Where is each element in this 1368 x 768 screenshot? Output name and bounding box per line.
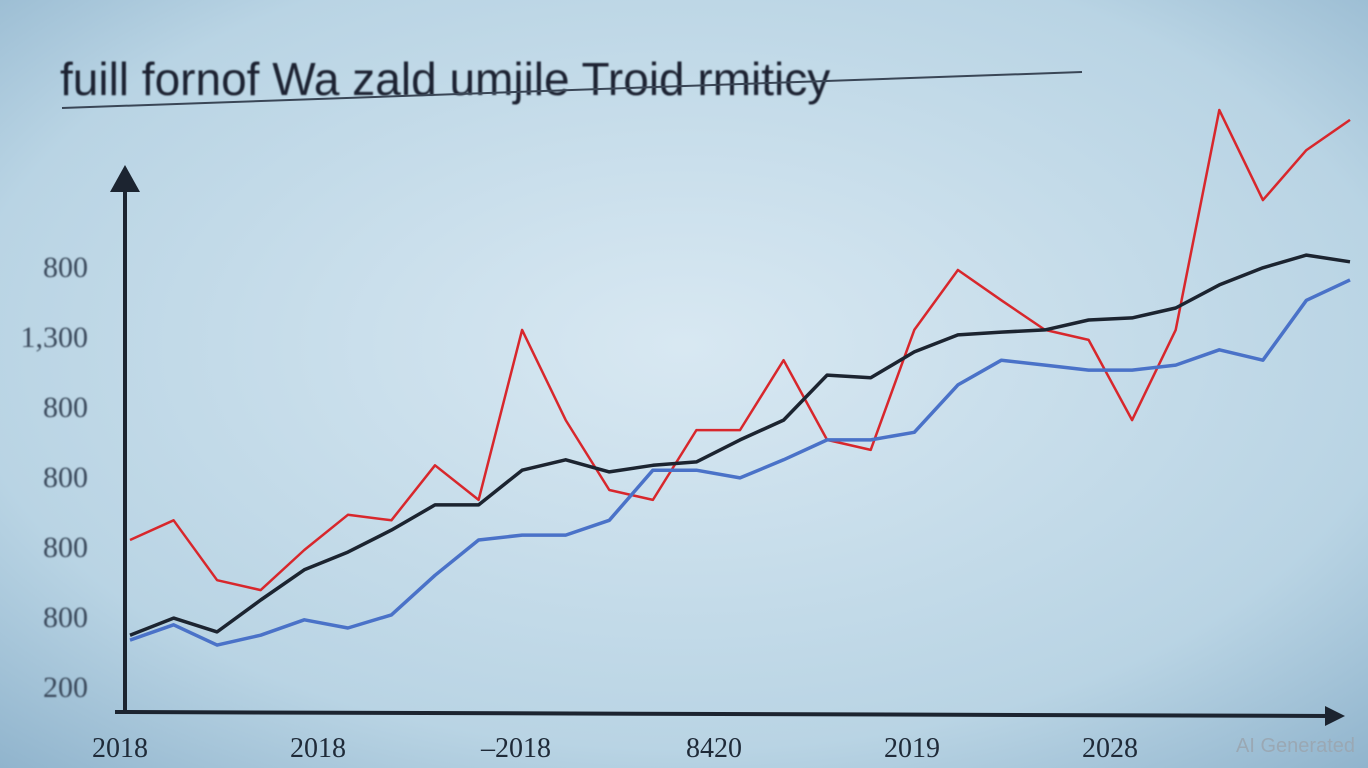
title-underline: [61, 71, 1083, 109]
x-tick-label: –2018: [480, 733, 551, 764]
series-line: [129, 278, 1351, 647]
x-axis: [114, 710, 1331, 718]
x-tick-label: 8420: [686, 733, 742, 764]
y-axis-arrow: [110, 165, 140, 192]
x-tick-label: 2018: [92, 733, 148, 764]
y-tick-label: 800: [43, 461, 88, 494]
watermark: AI Generated: [1236, 735, 1355, 757]
chart-title: fuill fornof Wa zald umjile Troid rmitic…: [60, 53, 830, 105]
series-line: [129, 108, 1351, 592]
y-tick-label: 800: [43, 531, 88, 564]
series-line: [129, 253, 1351, 637]
x-tick-label: 2028: [1082, 733, 1138, 764]
y-tick-label: 200: [43, 671, 88, 704]
y-tick-label: 800: [43, 601, 88, 634]
x-axis-arrow: [1325, 706, 1345, 726]
y-tick-label: 800: [43, 391, 88, 424]
y-tick-label: 800: [43, 251, 88, 284]
x-tick-label: 2018: [290, 733, 346, 764]
y-tick-label: 1,300: [21, 321, 89, 354]
x-tick-label: 2019: [884, 733, 940, 764]
